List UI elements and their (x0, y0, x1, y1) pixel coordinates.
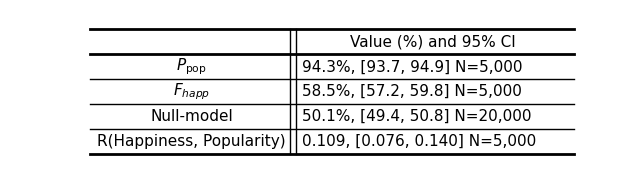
Text: Null-model: Null-model (150, 109, 233, 124)
Text: $F_{happ}$: $F_{happ}$ (173, 81, 210, 102)
Text: R(Happiness, Popularity): R(Happiness, Popularity) (97, 134, 286, 149)
Text: 50.1%, [49.4, 50.8] N=20,000: 50.1%, [49.4, 50.8] N=20,000 (302, 109, 531, 124)
Text: Value (%) and 95% CI: Value (%) and 95% CI (351, 34, 516, 49)
Text: 58.5%, [57.2, 59.8] N=5,000: 58.5%, [57.2, 59.8] N=5,000 (302, 84, 522, 99)
Text: $P_{\mathrm{pop}}$: $P_{\mathrm{pop}}$ (176, 57, 207, 77)
Text: 0.109, [0.076, 0.140] N=5,000: 0.109, [0.076, 0.140] N=5,000 (302, 134, 536, 149)
Text: 94.3%, [93.7, 94.9] N=5,000: 94.3%, [93.7, 94.9] N=5,000 (302, 59, 522, 74)
